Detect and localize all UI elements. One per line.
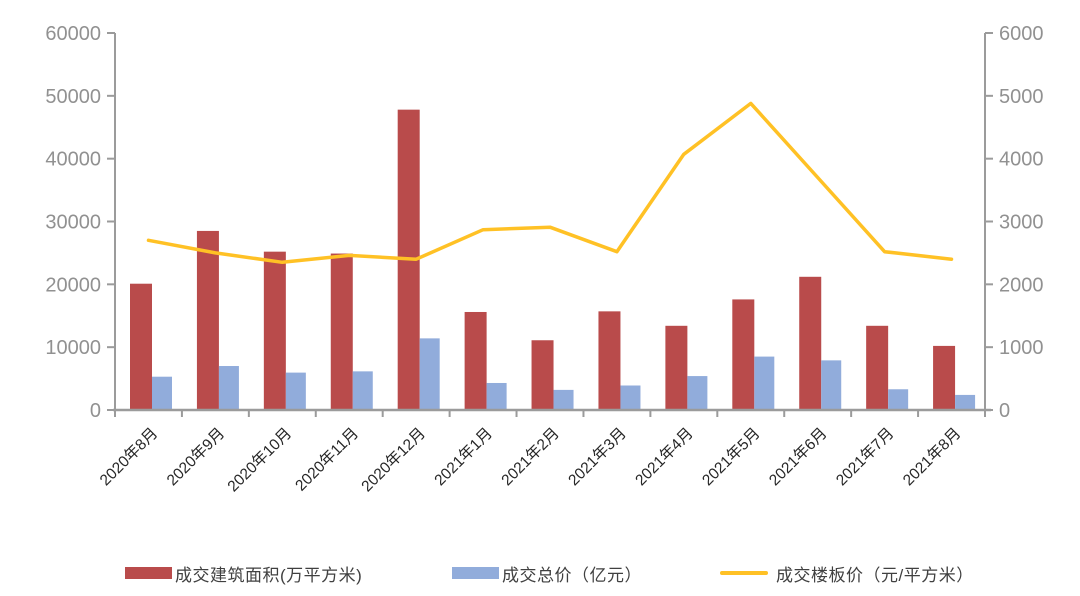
y-axis-right-label: 2000 [999,274,1044,296]
bar-building-area [598,311,621,410]
x-axis-label: 2021年4月 [632,424,697,489]
legend-label-building-area: 成交建筑面积(万平方米) [175,565,363,585]
bar-building-area [330,253,353,410]
x-axis-label: 2021年3月 [565,424,630,489]
bar-total-price [955,394,976,410]
bar-building-area [732,299,755,410]
y-axis-right-label: 4000 [999,149,1044,171]
bar-total-price [486,382,507,410]
y-axis-left-label: 50000 [45,86,101,108]
y-axis-right-label: 5000 [999,86,1044,108]
floor-price-line [146,101,954,265]
y-axis-left-label: 60000 [45,23,101,45]
x-axis-label: 2020年11月 [292,424,362,494]
bar-total-price [821,360,842,410]
legend-swatch-building-area-icon [125,567,172,579]
bar-total-price [285,372,306,410]
x-axis-label: 2020年9月 [163,424,228,489]
x-axis-label: 2020年10月 [224,424,295,495]
x-axis-label: 2021年8月 [899,424,964,489]
bar-total-price [754,356,775,410]
bar-total-price [888,389,909,410]
y-axis-right-label: 1000 [999,337,1044,359]
legend: 成交建筑面积(万平方米) 成交总价（亿元） 成交楼板价（元/平方米） [0,560,1080,586]
legend-swatch-floor-price-icon [720,571,768,575]
bar-building-area [665,325,688,410]
bar-total-price [152,376,172,410]
legend-item-floor-price: 成交楼板价（元/平方米） [720,560,974,586]
bar-total-price [687,376,708,410]
bar-total-price [218,366,239,410]
legend-swatch-total-price-icon [452,567,499,579]
x-axis-label: 2021年2月 [498,424,563,489]
bar-total-price [419,338,440,410]
y-axis-left-label: 10000 [45,337,101,359]
legend-item-building-area: 成交建筑面积(万平方米) [125,560,362,586]
y-axis-right-label: 3000 [999,212,1044,234]
y-axis-right-label: 0 [999,400,1010,422]
bar-building-area [866,325,889,410]
x-axis-label: 2020年8月 [96,424,161,489]
y-axis-left-label: 40000 [45,149,101,171]
y-axis-left-label: 20000 [45,274,101,296]
bar-building-area [196,230,219,410]
bar-total-price [553,389,574,410]
y-axis-left-label: 0 [90,400,101,422]
x-axis-label: 2021年7月 [832,424,897,489]
x-axis-label: 2021年1月 [431,424,496,489]
bar-building-area [464,311,487,410]
bar-building-area [130,283,152,410]
y-axis-left-label: 30000 [45,212,101,234]
bar-building-area [933,345,956,410]
legend-label-floor-price: 成交楼板价（元/平方米） [776,565,974,585]
x-axis-label: 2020年12月 [358,424,429,495]
bar-building-area [799,276,822,410]
bar-total-price [352,371,373,410]
bar-building-area [531,340,554,410]
y-axis-right-label: 6000 [999,23,1044,45]
bar-total-price [620,385,641,410]
bar-building-area [263,251,286,410]
legend-label-total-price: 成交总价（亿元） [502,565,642,585]
legend-item-total-price: 成交总价（亿元） [452,560,642,586]
x-axis-label: 2021年5月 [698,424,763,489]
x-axis-label: 2021年6月 [765,424,830,489]
